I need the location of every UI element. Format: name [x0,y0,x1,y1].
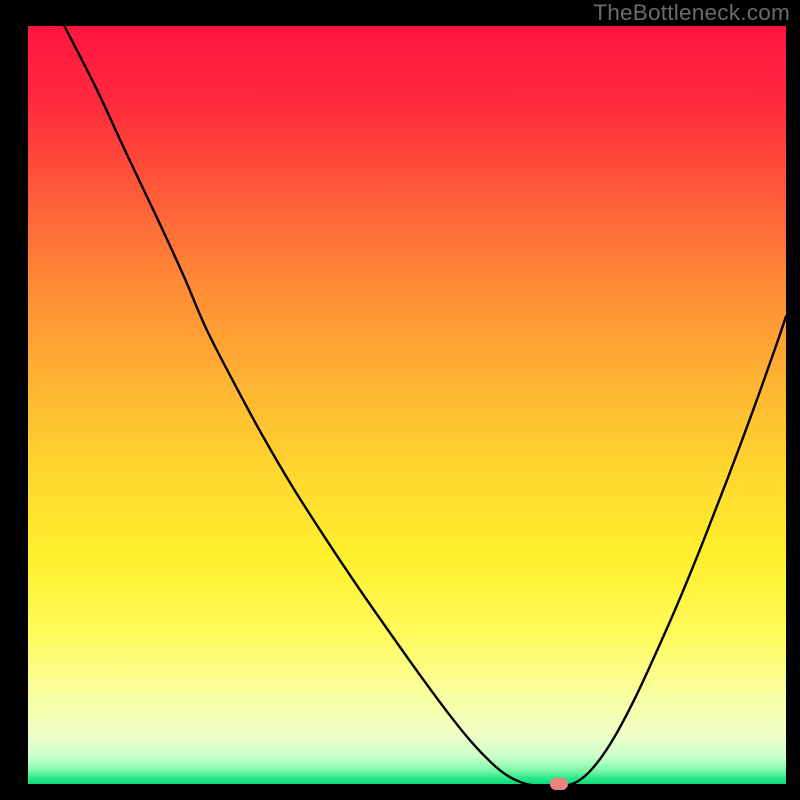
bottleneck-chart: TheBottleneck.com [0,0,800,800]
watermark-text: TheBottleneck.com [593,0,790,26]
plot-area [28,26,786,786]
optimal-point-marker [550,778,568,790]
bottleneck-curve [28,26,786,786]
